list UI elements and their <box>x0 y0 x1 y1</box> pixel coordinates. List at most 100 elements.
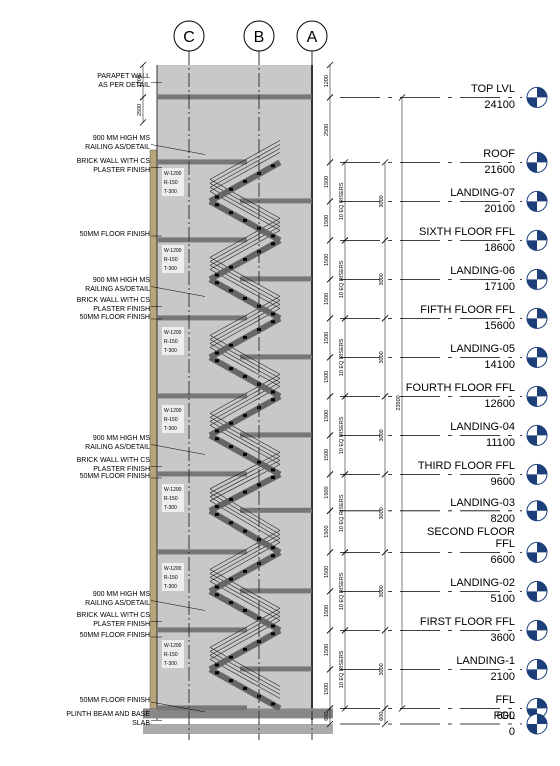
level-head-fill <box>527 152 547 173</box>
dim-tick <box>139 119 147 126</box>
dim-tick <box>381 549 389 556</box>
level-head-fill <box>527 714 547 734</box>
slab <box>240 507 312 513</box>
slab <box>240 432 312 438</box>
stair-tag-box <box>162 168 184 196</box>
note-line: PLASTER FINISH <box>93 306 150 313</box>
dim-text: 3000 <box>379 585 385 597</box>
step <box>243 257 247 261</box>
note-line: AS PER DETAIL <box>98 82 150 89</box>
railing <box>209 179 281 219</box>
level-elevation: 5100 <box>490 593 515 606</box>
note-line: BRICK WALL WITH CS <box>77 297 151 304</box>
level-head-fill <box>527 347 547 368</box>
dim-text: 1500 <box>324 683 330 695</box>
slab <box>240 588 312 594</box>
railing <box>209 144 281 184</box>
dim-text: 1500 <box>324 176 330 188</box>
level-head-fill <box>527 87 547 108</box>
dim-tick <box>381 720 389 728</box>
step <box>271 468 275 472</box>
step <box>229 445 233 449</box>
dim-text: 1500 <box>324 371 330 383</box>
level-name: THIRD FLOOR FFL <box>417 460 515 473</box>
dim-text: 1200 <box>137 75 143 87</box>
step <box>229 265 233 269</box>
note: BRICK WALL WITH CS PLASTER FINISH <box>77 158 151 174</box>
level-head-fill <box>527 542 547 563</box>
level-elevation: 20100 <box>484 203 515 216</box>
dim-text: 1500 <box>324 293 330 305</box>
note-line: 900 MM HIGH MS <box>93 591 151 598</box>
slab <box>157 159 247 165</box>
slab <box>157 471 247 477</box>
railing <box>209 257 281 297</box>
step <box>271 632 275 636</box>
step <box>271 476 275 480</box>
stair-tag: W-1200 <box>164 171 182 177</box>
dim-tick <box>326 432 334 439</box>
step <box>243 647 247 651</box>
dim-text: 1500 <box>324 332 330 344</box>
stair-tag: R-150 <box>164 339 178 345</box>
railing <box>209 148 281 188</box>
level-name: SECOND FLOOR FFL <box>426 526 515 551</box>
note-line: 50MM FLOOR FINISH <box>80 697 150 704</box>
note-line: 50MM FLOOR FINISH <box>80 231 150 238</box>
dim-text: 600 <box>379 712 385 721</box>
stair-tag: R-150 <box>164 652 178 658</box>
step <box>229 655 233 659</box>
step <box>215 671 219 675</box>
dim-tick <box>326 276 334 283</box>
grid-label: C <box>183 29 195 46</box>
dim-text: 3000 <box>379 429 385 441</box>
railing <box>209 413 281 453</box>
note-line: 900 MM HIGH MS <box>93 435 151 442</box>
note-line: PLASTER FINISH <box>93 621 150 628</box>
level-name: FGL <box>493 710 515 722</box>
slab <box>157 315 247 321</box>
grid-bubble <box>243 20 275 52</box>
dim-tick <box>326 198 334 205</box>
leader <box>150 444 206 455</box>
step <box>229 497 233 501</box>
note: 50MM FLOOR FINISH <box>80 632 150 639</box>
step <box>243 686 247 690</box>
level-elevation: 9600 <box>490 476 515 489</box>
step <box>229 521 233 525</box>
slab <box>157 94 312 100</box>
dim-text: 1500 <box>324 449 330 461</box>
level-elevation: 11100 <box>486 437 515 450</box>
step <box>229 187 233 191</box>
railing <box>209 530 281 570</box>
grid-label: B <box>254 29 265 46</box>
step <box>257 460 261 464</box>
dim-text: 3000 <box>379 273 385 285</box>
level-elevation: 6600 <box>490 554 515 567</box>
step <box>215 512 219 516</box>
level-elevation: 600 <box>496 710 515 723</box>
railing <box>209 140 281 180</box>
level-name: LANDING-02 <box>450 577 515 590</box>
level-name: LANDING-1 <box>456 655 515 668</box>
level-elevation: 21600 <box>484 164 515 177</box>
note-line: SLAB <box>132 720 150 727</box>
dim-text: 600 <box>324 712 330 721</box>
railing <box>209 569 281 609</box>
note: PARAPET WALL AS PER DETAIL <box>97 73 150 89</box>
level-head-fill <box>527 386 547 407</box>
step <box>215 505 219 509</box>
ground <box>143 724 333 734</box>
dim-tick <box>326 549 334 556</box>
stair-tag: R-150 <box>164 575 178 581</box>
dim-tick <box>381 471 389 478</box>
note: 50MM FLOOR FINISH <box>80 473 150 480</box>
dim-tick <box>381 393 389 400</box>
note-line: BRICK WALL WITH CS <box>77 158 151 165</box>
level-elevation: 24100 <box>484 99 515 112</box>
stair-tag: R-150 <box>164 180 178 186</box>
level-elevation: 18600 <box>484 242 515 255</box>
level-name: ROOF <box>483 148 515 161</box>
step <box>229 211 233 215</box>
